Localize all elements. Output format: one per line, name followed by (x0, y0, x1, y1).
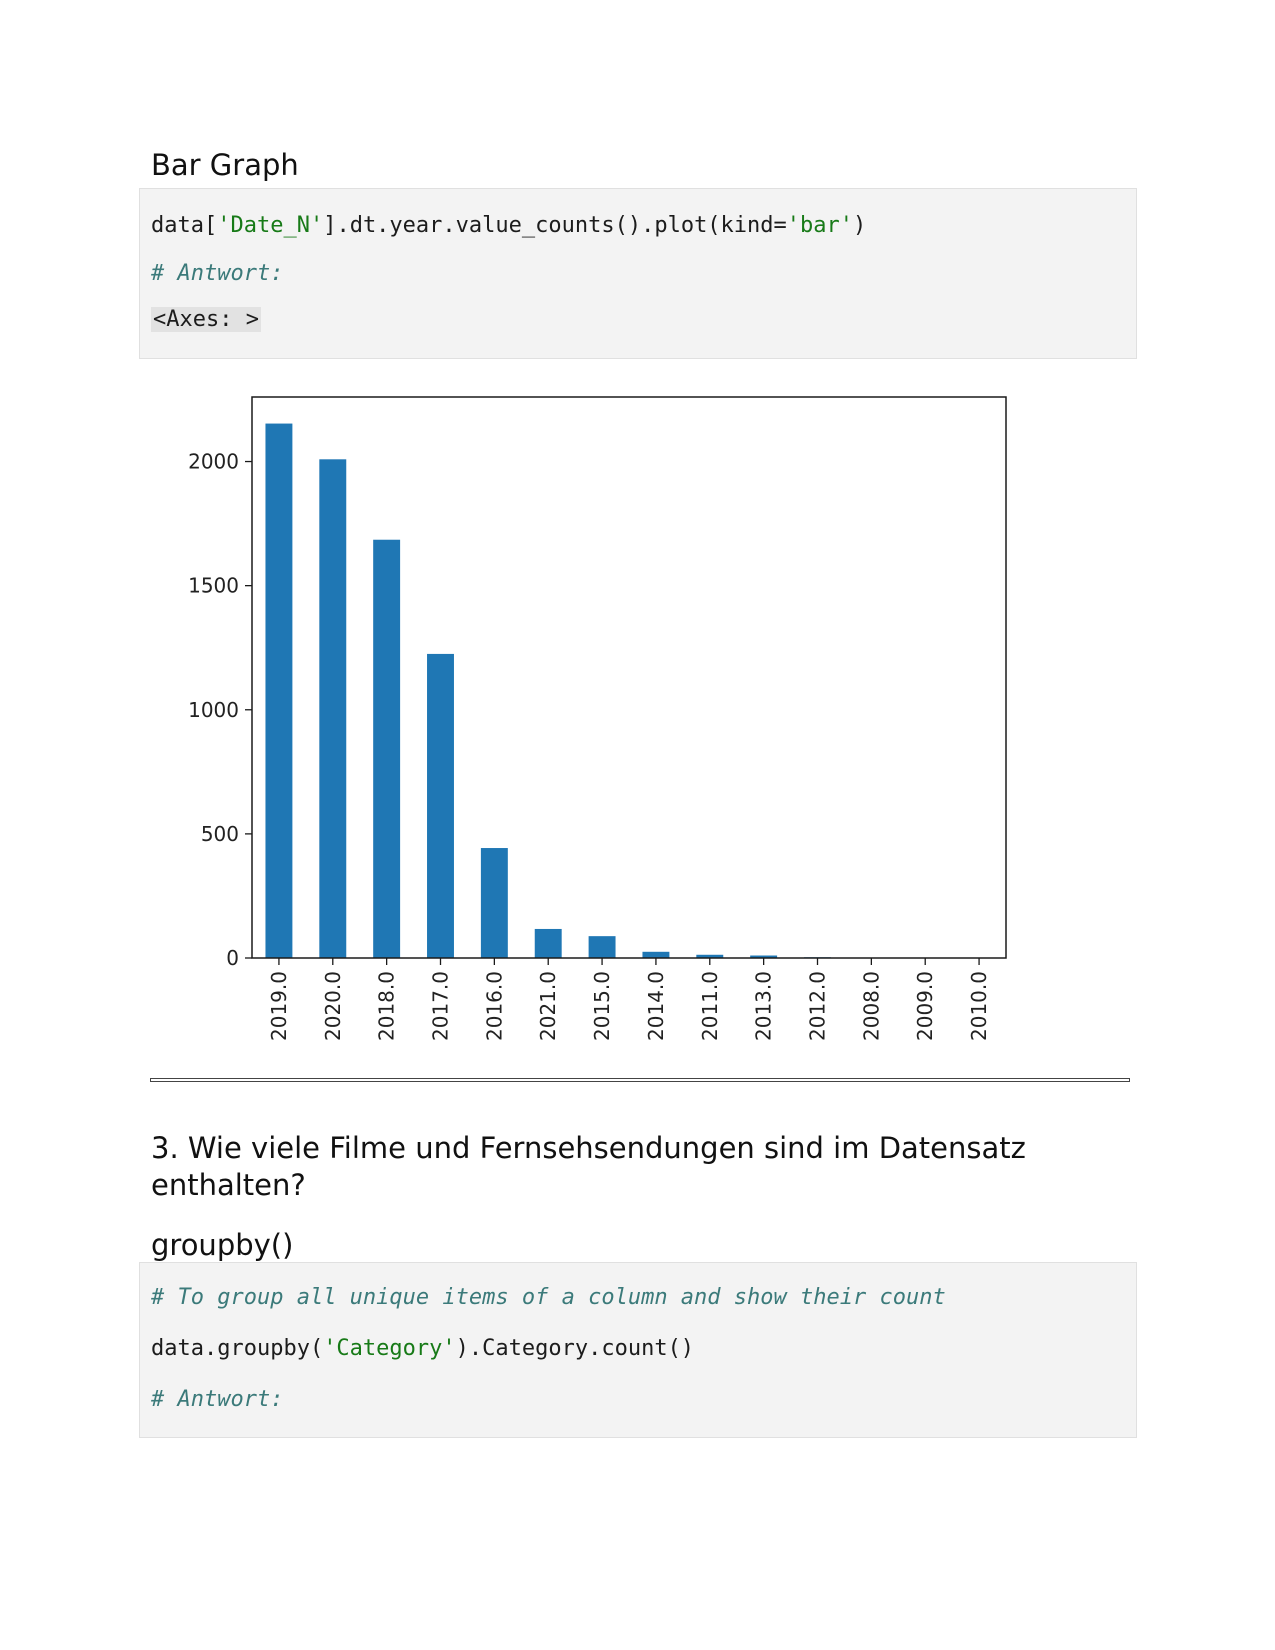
code-token: ].dt.year.value_counts().plot(kind= (323, 213, 787, 238)
code-token: data[ (151, 213, 218, 238)
x-tick-label: 2014.0 (644, 971, 668, 1041)
code-string-bar: 'bar' (786, 213, 854, 238)
x-tick-label: 2008.0 (859, 971, 883, 1041)
code-string-date-n: 'Date_N' (217, 213, 324, 238)
x-tick-label: 2013.0 (752, 971, 776, 1041)
x-tick-label: 2011.0 (698, 971, 722, 1041)
y-tick-label: 1000 (188, 698, 239, 722)
chart-plot-frame (251, 396, 1007, 959)
x-tick-label: 2019.0 (267, 971, 291, 1041)
y-tick-label: 2000 (188, 450, 239, 474)
code-string-category: 'Category' (323, 1336, 456, 1361)
y-tick-label: 1500 (188, 574, 239, 598)
x-tick-label: 2018.0 (375, 971, 399, 1041)
x-tick-label: 2009.0 (913, 971, 937, 1041)
cell-output: <Axes: > (151, 307, 261, 332)
x-tick-label: 2017.0 (429, 971, 453, 1041)
horizontal-divider (150, 1078, 1130, 1082)
chart-bar (642, 951, 670, 958)
chart-bar (750, 955, 778, 958)
chart-bar (427, 653, 454, 958)
chart-bar (265, 423, 293, 958)
chart-bar (696, 954, 724, 958)
x-tick-label: 2010.0 (967, 971, 991, 1041)
chart-bar (588, 936, 616, 958)
x-tick-label: 2015.0 (590, 971, 614, 1041)
section-heading-question-3: 3. Wie viele Filme und Fernsehsendungen … (151, 1131, 1026, 1202)
code-cell-groupby[interactable]: # To group all unique items of a column … (139, 1262, 1137, 1438)
chart-bar (480, 848, 508, 958)
code-comment-antwort: # Antwort: (151, 261, 284, 286)
y-tick-label: 500 (201, 822, 239, 846)
section-subheading-groupby: groupby() (151, 1228, 294, 1262)
chart-bar (534, 928, 562, 958)
section-heading-bar-graph: Bar Graph (151, 148, 299, 182)
x-tick-label: 2020.0 (321, 971, 345, 1041)
code-token: data.groupby( (151, 1336, 324, 1361)
x-tick-label: 2021.0 (536, 971, 560, 1041)
x-tick-label: 2016.0 (482, 971, 506, 1041)
code-comment-group: # To group all unique items of a column … (151, 1285, 946, 1310)
chart-bar (804, 957, 831, 958)
code-cell-bar-graph[interactable]: data['Date_N'].dt.year.value_counts().pl… (139, 188, 1137, 359)
code-token: ) (853, 213, 867, 238)
code-line-plot: data['Date_N'].dt.year.value_counts().pl… (151, 213, 866, 238)
cell-output-text: <Axes: > (151, 307, 261, 332)
chart-bar (319, 459, 347, 958)
code-token: ).Category.count() (455, 1336, 695, 1361)
chart-bar (373, 539, 401, 958)
y-tick-label: 0 (226, 946, 239, 970)
code-line-groupby: data.groupby('Category').Category.count(… (151, 1336, 694, 1361)
code-comment-antwort: # Antwort: (151, 1387, 284, 1412)
x-tick-label: 2012.0 (806, 971, 830, 1041)
